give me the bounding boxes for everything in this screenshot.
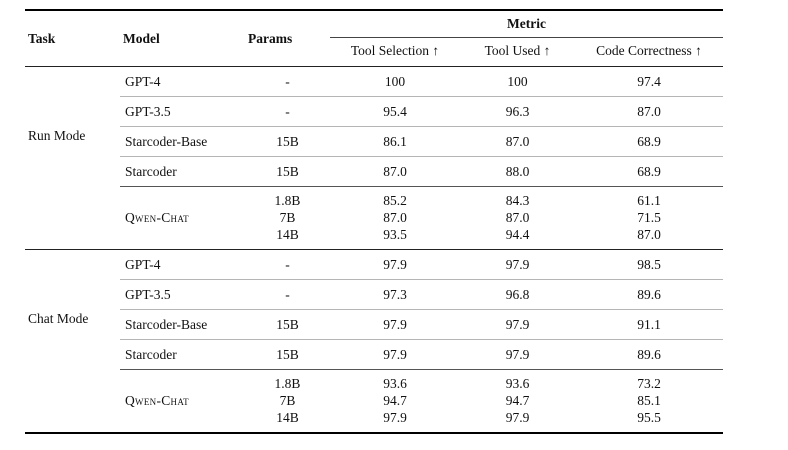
- params-cell: 15B: [245, 339, 330, 370]
- model-cell: Starcoder-Base: [120, 126, 245, 157]
- tool-selection-cell-multi: 93.6 94.7 97.9: [330, 369, 460, 433]
- tool-selection-cell: 100: [384, 73, 406, 89]
- params-line: 14B: [276, 227, 299, 242]
- params-line: 7B: [279, 210, 296, 225]
- table-row-group-qwen: Qwen-Chat 1.8B 7B 14B 85.2 87.0 93.5 84.…: [25, 186, 724, 250]
- value-line: 97.9: [505, 410, 530, 425]
- tool-used-cell: 87.0: [460, 126, 575, 157]
- value-line: 87.0: [383, 210, 407, 225]
- value-line: 94.4: [505, 227, 530, 242]
- value-line: 84.3: [505, 193, 530, 208]
- table-row: Starcoder 15B 87.0 88.0 68.9: [25, 156, 724, 187]
- code-correctness-cell: 89.6: [575, 279, 724, 310]
- code-correctness-cell-multi: 61.1 71.5 87.0: [575, 186, 724, 250]
- value-line: 93.6: [505, 376, 530, 391]
- value-line: 93.5: [383, 227, 407, 242]
- tool-selection-cell: 97.9: [330, 339, 460, 370]
- value-line: 87.0: [505, 210, 530, 225]
- section-chat-mode: Chat Mode GPT-4 - 97.9 97.9 98.5 GPT-3.5…: [25, 249, 724, 433]
- value-line: 94.7: [505, 393, 530, 408]
- params-line: 7B: [279, 393, 296, 408]
- column-header-params: Params: [245, 10, 330, 67]
- model-cell: GPT-4: [120, 249, 245, 280]
- code-correctness-cell: 68.9: [575, 156, 724, 187]
- value-line: 71.5: [637, 210, 661, 225]
- tool-used-cell-multi: 84.3 87.0 94.4: [460, 186, 575, 250]
- tool-used-cell: 97.9: [460, 309, 575, 340]
- value-line: 94.7: [383, 393, 407, 408]
- code-correctness-cell: 87.0: [575, 96, 724, 127]
- model-cell: GPT-3.5: [120, 279, 245, 310]
- model-cell: Starcoder-Base: [120, 309, 245, 340]
- value-line: 85.2: [383, 193, 407, 208]
- value-line: 73.2: [637, 376, 661, 391]
- tool-selection-cell-multi: 85.2 87.0 93.5: [330, 186, 460, 250]
- column-header-tool-selection: Tool Selection ↑: [330, 37, 460, 67]
- table-row: GPT-3.5 - 97.3 96.8 89.6: [25, 279, 724, 310]
- table-row: Chat Mode GPT-4 - 97.9 97.9 98.5: [25, 249, 724, 433]
- tool-selection-cell: 95.4: [330, 96, 460, 127]
- table-row: Starcoder-Base 15B 97.9 97.9 91.1: [25, 309, 724, 340]
- tool-selection-cell: 97.9: [330, 249, 460, 280]
- params-cell-multi: 1.8B 7B 14B: [245, 369, 330, 433]
- results-table: Task Model Params Metric Tool Selection …: [25, 9, 724, 434]
- column-header-code-correctness: Code Correctness ↑: [575, 37, 724, 67]
- tool-selection-cell: 87.0: [330, 156, 460, 187]
- code-correctness-cell: 68.9: [575, 126, 724, 157]
- params-line: 1.8B: [274, 376, 301, 391]
- value-line: 93.6: [383, 376, 407, 391]
- params-cell: -: [245, 249, 330, 280]
- params-cell: 15B: [245, 309, 330, 340]
- tool-used-cell: 96.8: [460, 279, 575, 310]
- table-row: Starcoder 15B 97.9 97.9 89.6: [25, 339, 724, 370]
- task-label-run-mode: Run Mode: [28, 127, 86, 143]
- params-cell-multi: 1.8B 7B 14B: [245, 186, 330, 250]
- tool-selection-cell: 97.3: [330, 279, 460, 310]
- tool-selection-cell: 86.1: [330, 126, 460, 157]
- table-row-group-qwen: Qwen-Chat 1.8B 7B 14B 93.6 94.7 97.9 93.…: [25, 369, 724, 433]
- params-line: 1.8B: [274, 193, 301, 208]
- tool-used-cell: 97.9: [460, 339, 575, 370]
- column-header-tool-used: Tool Used ↑: [460, 37, 575, 67]
- model-cell: GPT-4: [125, 73, 161, 89]
- value-line: 97.9: [383, 410, 407, 425]
- table-row: Starcoder-Base 15B 86.1 87.0 68.9: [25, 126, 724, 157]
- table-row: GPT-3.5 - 95.4 96.3 87.0: [25, 96, 724, 127]
- model-cell: Starcoder: [120, 156, 245, 187]
- params-cell: 15B: [245, 156, 330, 187]
- code-correctness-cell: 97.4: [637, 73, 661, 89]
- value-line: 85.1: [637, 393, 661, 408]
- params-line: 14B: [276, 410, 299, 425]
- tool-used-cell: 96.3: [460, 96, 575, 127]
- code-correctness-cell-multi: 73.2 85.1 95.5: [575, 369, 724, 433]
- value-line: 95.5: [637, 410, 661, 425]
- params-cell: 15B: [245, 126, 330, 157]
- model-cell: Qwen-Chat: [120, 369, 245, 433]
- params-cell: -: [245, 96, 330, 127]
- section-run-mode: Run Mode GPT-4 - 100 100 97.4 GPT-3.5 - …: [25, 67, 724, 250]
- value-line: 87.0: [637, 227, 661, 242]
- code-correctness-cell: 98.5: [575, 249, 724, 280]
- tool-used-cell: 97.9: [460, 249, 575, 280]
- tool-used-cell: 88.0: [460, 156, 575, 187]
- tool-selection-cell: 97.9: [330, 309, 460, 340]
- model-cell: Starcoder: [120, 339, 245, 370]
- table-header: Task Model Params Metric Tool Selection …: [25, 10, 724, 67]
- column-header-model: Model: [120, 10, 245, 67]
- tool-used-cell-multi: 93.6 94.7 97.9: [460, 369, 575, 433]
- params-cell: -: [245, 279, 330, 310]
- code-correctness-cell: 91.1: [575, 309, 724, 340]
- table-row: Run Mode GPT-4 - 100 100 97.4: [25, 67, 723, 143]
- params-cell: -: [285, 73, 290, 89]
- code-correctness-cell: 89.6: [575, 339, 724, 370]
- model-cell: GPT-3.5: [120, 96, 245, 127]
- column-header-task: Task: [25, 10, 120, 67]
- column-group-header-metric: Metric: [330, 10, 724, 38]
- value-line: 61.1: [637, 193, 661, 208]
- model-cell: Qwen-Chat: [120, 186, 245, 250]
- task-label-chat-mode: Chat Mode: [25, 249, 120, 433]
- tool-used-cell: 100: [507, 73, 528, 89]
